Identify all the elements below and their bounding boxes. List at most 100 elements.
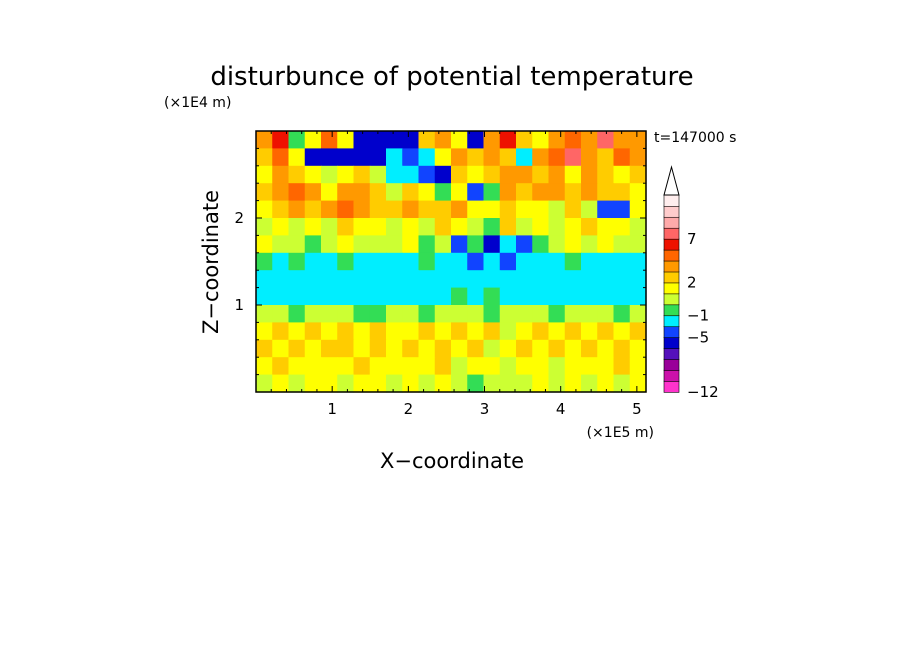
heatmap-cell [434,270,452,289]
heatmap-cell [304,287,322,306]
heatmap-cell [386,131,403,149]
heatmap-cell [581,374,598,393]
heatmap-cell [288,374,306,393]
heatmap-cell [548,200,566,219]
colorbar-segment [663,347,680,360]
heatmap-cell [597,252,615,271]
heatmap-cell [613,218,631,236]
heatmap-cell [613,200,631,219]
heatmap-cell [532,165,550,184]
heatmap-cell [321,287,338,306]
heatmap-cell [532,287,550,306]
heatmap-cell [418,235,436,254]
heatmap-cell [613,357,631,376]
heatmap-cell [597,218,615,236]
heatmap-cell [581,270,598,289]
heatmap-cell [564,270,582,289]
heatmap-cell [337,183,355,202]
plot-frame [255,130,647,393]
colorbar-segment [663,380,680,393]
heatmap-cell [288,270,306,289]
y-axis-ticks: 12 [234,147,646,376]
heatmap-cell [304,218,322,236]
heatmap-cell [548,287,566,306]
heatmap-cell [467,183,485,202]
heatmap-cell [548,322,566,341]
heatmap-cell [256,357,273,376]
heatmap-cell [516,235,533,254]
heatmap-cell [272,357,290,376]
heatmap-cell [532,270,550,289]
heatmap-cell [402,339,420,358]
heatmap-cell [272,287,290,306]
heatmap-cell [597,270,615,289]
heatmap-cell [353,200,371,219]
heatmap-cell [483,200,501,219]
heatmap-cell [499,374,517,393]
heatmap-cell [467,200,485,219]
heatmap-cell [369,322,387,341]
heatmap-cell [337,305,355,323]
heatmap-cell [581,235,598,254]
heatmap-cell [288,148,306,167]
heatmap-cell [483,339,501,358]
heatmap-cell [353,252,371,271]
heatmap-cell [256,200,273,219]
heatmap-cell [272,131,290,149]
heatmap-cell [499,148,517,167]
heatmap-cell [304,183,322,202]
heatmap-cell [516,148,533,167]
heatmap-cell [386,148,403,167]
heatmap-cell [467,165,485,184]
heatmap-cell [483,252,501,271]
heatmap-cell [581,200,598,219]
heatmap-cell [613,131,631,149]
heatmap-cell [499,287,517,306]
heatmap-cell [516,322,533,341]
heatmap-cell [629,374,647,393]
heatmap-cell [613,148,631,167]
heatmap-cell [532,183,550,202]
heatmap-cell [304,235,322,254]
heatmap-cell [434,183,452,202]
heatmap-cell [467,235,485,254]
chart-title: disturbunce of potential temperature [210,62,693,92]
heatmap-cell [532,131,550,149]
heatmap-cell [369,183,387,202]
heatmap-cell [516,339,533,358]
heatmap-cell [613,339,631,358]
heatmap-cell [353,218,371,236]
heatmap-cell [467,374,485,393]
colorbar-segment [663,315,680,328]
heatmap-cell [304,357,322,376]
heatmap-cell [288,252,306,271]
heatmap-cell [581,218,598,236]
heatmap-cell [402,131,420,149]
heatmap-cell [597,200,615,219]
heatmap-cell [581,183,598,202]
heatmap-cell [483,287,501,306]
heatmap-cell [597,305,615,323]
heatmap-cell [629,305,647,323]
heatmap-cell [272,322,290,341]
heatmap-cell [353,305,371,323]
heatmap-cell [451,287,468,306]
colorbar-segment [663,326,680,338]
heatmap-cell [629,165,647,184]
heatmap-cell [613,305,631,323]
heatmap-cell [256,322,273,341]
heatmap-cell [548,235,566,254]
heatmap-cell [369,218,387,236]
heatmap-cell [451,357,468,376]
heatmap-cell [451,252,468,271]
heatmap-cell [581,131,598,149]
heatmap-cell [434,165,452,184]
colorbar-label: −5 [687,328,709,346]
heatmap-cell [467,287,485,306]
heatmap-cell [418,287,436,306]
heatmap-cell [321,183,338,202]
heatmap-cell [402,305,420,323]
heatmap-cell [467,339,485,358]
colorbar-segment [663,282,680,295]
heatmap-cell [483,235,501,254]
